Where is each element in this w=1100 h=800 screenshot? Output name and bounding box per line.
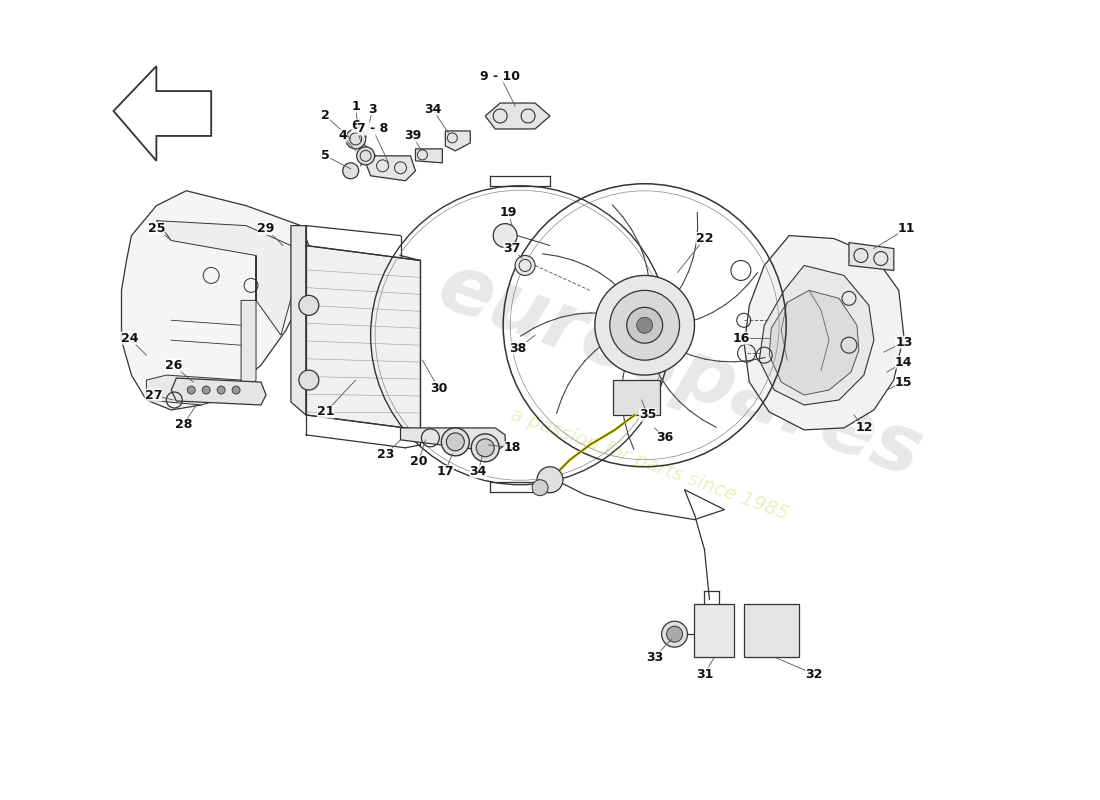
Polygon shape (290, 226, 306, 415)
Text: 30: 30 (430, 382, 447, 394)
Text: 24: 24 (121, 332, 139, 345)
Circle shape (595, 275, 694, 375)
Text: eurospares: eurospares (427, 246, 932, 494)
Polygon shape (416, 149, 442, 163)
Circle shape (627, 307, 662, 343)
Text: a passion for parts since 1985: a passion for parts since 1985 (508, 406, 791, 524)
Text: 4: 4 (339, 130, 348, 142)
Polygon shape (121, 190, 311, 410)
Text: 14: 14 (895, 356, 913, 369)
Text: 38: 38 (509, 342, 527, 354)
Text: 11: 11 (898, 222, 915, 235)
Polygon shape (745, 235, 904, 430)
Text: 13: 13 (895, 336, 913, 349)
Circle shape (345, 129, 365, 149)
Text: 9 - 10: 9 - 10 (481, 70, 520, 82)
Text: 37: 37 (504, 242, 520, 255)
Polygon shape (172, 378, 266, 405)
Text: 2: 2 (321, 110, 330, 122)
Polygon shape (113, 66, 211, 161)
Circle shape (515, 255, 535, 275)
Circle shape (232, 386, 240, 394)
Polygon shape (365, 156, 416, 181)
Text: 3: 3 (368, 102, 377, 115)
Text: 23: 23 (377, 448, 394, 462)
Text: 19: 19 (499, 206, 517, 219)
Text: 34: 34 (470, 466, 487, 478)
Polygon shape (241, 255, 256, 395)
Text: 27: 27 (144, 389, 162, 402)
Circle shape (493, 224, 517, 247)
Polygon shape (446, 131, 471, 151)
Circle shape (202, 386, 210, 394)
Circle shape (661, 622, 688, 647)
Circle shape (637, 318, 652, 334)
Text: 35: 35 (639, 409, 657, 422)
Text: 32: 32 (805, 667, 823, 681)
Text: 31: 31 (696, 667, 713, 681)
Text: 16: 16 (733, 332, 750, 345)
Circle shape (356, 147, 375, 165)
Polygon shape (849, 242, 894, 270)
Circle shape (667, 626, 682, 642)
Polygon shape (400, 428, 505, 452)
Circle shape (299, 370, 319, 390)
Text: 26: 26 (165, 358, 182, 372)
Text: 1: 1 (351, 99, 360, 113)
Text: 18: 18 (504, 442, 520, 454)
Polygon shape (745, 604, 799, 657)
Polygon shape (146, 375, 241, 405)
Text: 25: 25 (147, 222, 165, 235)
Text: 36: 36 (656, 431, 673, 444)
Polygon shape (156, 221, 296, 335)
Circle shape (447, 433, 464, 451)
Circle shape (217, 386, 226, 394)
Circle shape (471, 434, 499, 462)
Polygon shape (769, 290, 859, 395)
Circle shape (476, 439, 494, 457)
Text: 28: 28 (175, 418, 192, 431)
Circle shape (187, 386, 195, 394)
Text: 15: 15 (895, 375, 913, 389)
Text: 17: 17 (437, 466, 454, 478)
Circle shape (343, 163, 359, 178)
Circle shape (299, 295, 319, 315)
Circle shape (532, 480, 548, 496)
Text: 33: 33 (646, 650, 663, 664)
Text: 34: 34 (424, 102, 441, 115)
Text: 29: 29 (257, 222, 275, 235)
Text: 7 - 8: 7 - 8 (358, 122, 388, 135)
Text: 39: 39 (404, 130, 421, 142)
Text: 22: 22 (695, 232, 713, 245)
Text: 5: 5 (321, 150, 330, 162)
Polygon shape (485, 103, 550, 129)
Text: 20: 20 (409, 455, 427, 468)
Circle shape (441, 428, 470, 456)
Text: 6: 6 (351, 119, 360, 133)
Polygon shape (759, 266, 873, 405)
Polygon shape (613, 380, 660, 415)
Text: 21: 21 (317, 406, 334, 418)
Text: 12: 12 (855, 422, 872, 434)
Polygon shape (694, 604, 735, 657)
Polygon shape (306, 246, 420, 430)
Circle shape (537, 466, 563, 493)
Circle shape (609, 290, 680, 360)
